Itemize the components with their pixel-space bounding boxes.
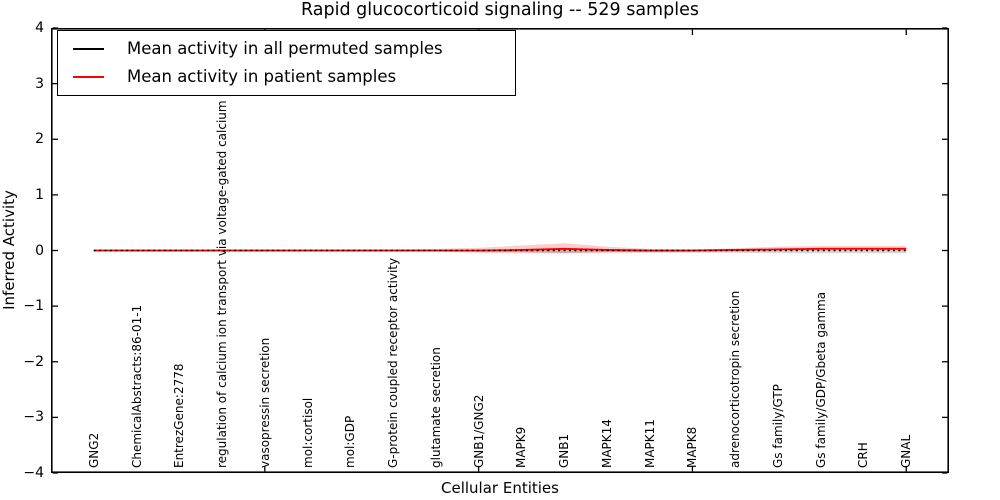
x-axis-label: Cellular Entities <box>441 479 559 497</box>
entity-label: GNB1/GNG2 <box>471 394 486 468</box>
legend-line-sample-permuted <box>73 47 104 50</box>
entity-label: MAPK9 <box>514 426 529 468</box>
entity-label: Gs family/GTP <box>770 384 785 468</box>
y-tick-label: −1 <box>23 298 44 315</box>
entity-label: vasopressin secretion <box>257 337 272 468</box>
entity-label: Gs family/GDP/Gbeta gamma <box>813 291 828 468</box>
y-tick-label: 2 <box>35 131 44 148</box>
entity-label: MAPK14 <box>599 419 614 468</box>
entity-label: MAPK8 <box>685 426 700 468</box>
entity-label: G-protein coupled receptor activity <box>386 257 401 468</box>
entity-label: mol:cortisol <box>300 397 315 468</box>
legend-item-patient: Mean activity in patient samples <box>73 66 515 88</box>
y-tick-label: 0 <box>35 242 44 259</box>
entity-label: mol:GDP <box>343 415 358 468</box>
y-tick-label: 1 <box>35 186 44 203</box>
entity-label: adrenocorticotropin secretion <box>728 290 743 468</box>
entity-label: EntrezGene:2778 <box>172 363 187 469</box>
entity-label: ChemicalAbstracts:86-01-1 <box>129 304 144 468</box>
entity-label: GNB1 <box>557 433 572 468</box>
y-tick-label: −4 <box>23 465 44 481</box>
legend-line-sample-patient <box>73 76 104 79</box>
entity-label: regulation of calcium ion transport via … <box>215 49 230 468</box>
y-tick-label: 4 <box>35 20 44 36</box>
y-tick-label: 3 <box>35 75 44 92</box>
entity-label: GNAL <box>899 434 914 468</box>
legend-item-permuted: Mean activity in all permuted samples <box>73 38 515 60</box>
chart-title: Rapid glucocorticoid signaling -- 529 sa… <box>301 0 699 20</box>
legend: Mean activity in all permuted samples Me… <box>57 30 516 96</box>
entity-label: GNG2 <box>86 432 101 468</box>
legend-label-patient: Mean activity in patient samples <box>127 67 397 87</box>
y-tick-label: −2 <box>23 353 44 370</box>
legend-label-permuted: Mean activity in all permuted samples <box>127 38 443 58</box>
y-tick-label: −3 <box>23 409 44 426</box>
entity-label: MAPK11 <box>642 419 657 468</box>
entity-label: CRH <box>856 442 871 468</box>
entity-label: glutamate secretion <box>428 347 443 468</box>
